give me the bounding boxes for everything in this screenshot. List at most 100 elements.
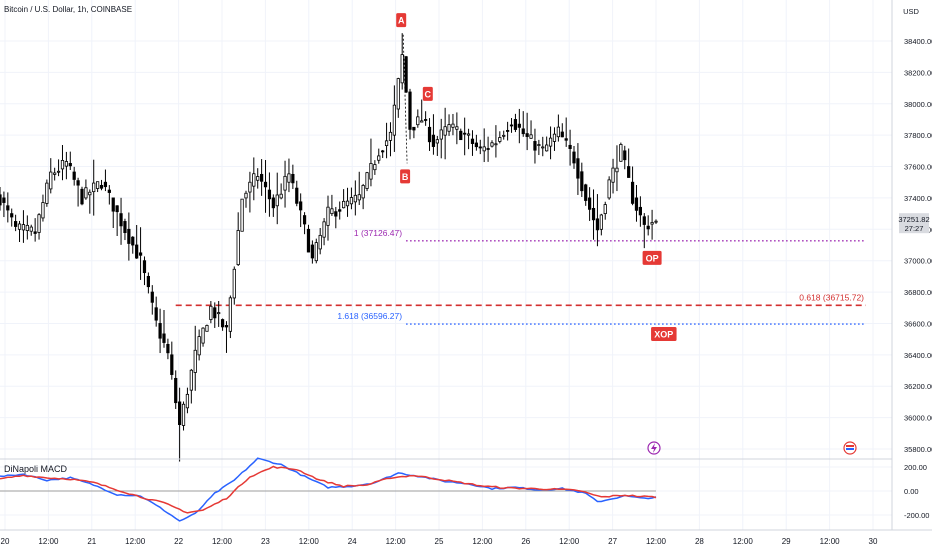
candle-body xyxy=(181,403,186,426)
candle-body xyxy=(552,133,557,142)
candle-body xyxy=(2,197,6,203)
candle-body xyxy=(68,162,72,167)
candle-body xyxy=(205,325,209,332)
candle-body xyxy=(174,377,178,404)
candle-body xyxy=(213,307,217,319)
candle-body xyxy=(25,224,29,231)
candle-body xyxy=(498,137,502,142)
candle-body xyxy=(224,325,229,328)
candle-body xyxy=(29,226,33,232)
candle-body xyxy=(595,218,600,231)
candle-body xyxy=(470,138,475,144)
candle-body xyxy=(80,188,84,205)
candle-body xyxy=(572,151,576,164)
candle-body xyxy=(236,230,240,266)
candle-body xyxy=(252,173,256,187)
currency-label[interactable]: USD xyxy=(903,7,919,16)
candle-body xyxy=(435,139,439,144)
candle-body xyxy=(135,244,139,259)
candle-body xyxy=(14,221,18,227)
candle-body xyxy=(357,194,361,201)
price-axis[interactable] xyxy=(892,0,932,550)
candle-body xyxy=(0,194,2,206)
grid xyxy=(0,0,892,530)
candle-body xyxy=(373,164,377,171)
candle-body xyxy=(342,200,346,209)
candle-body xyxy=(84,187,88,199)
candle-body xyxy=(361,185,365,199)
candle-body xyxy=(603,204,607,215)
x-tick-label: 28 xyxy=(695,537,704,546)
x-tick-label: 21 xyxy=(87,537,96,546)
candle-body xyxy=(193,349,197,373)
candle-body xyxy=(568,144,572,149)
time-axis[interactable] xyxy=(0,530,932,550)
candle-body xyxy=(646,225,650,230)
candle-body xyxy=(630,181,635,204)
candle-body xyxy=(623,150,627,161)
candle-body xyxy=(33,231,37,234)
candle-body xyxy=(310,244,314,259)
candles xyxy=(0,33,658,462)
candle-body xyxy=(388,131,393,141)
y-tick-label: 37400.00 xyxy=(904,194,932,203)
candle-body xyxy=(185,393,190,409)
candle-body xyxy=(627,166,631,178)
candle-body xyxy=(537,144,541,146)
candle-body xyxy=(424,119,428,121)
candle-body xyxy=(502,134,506,137)
candle-body xyxy=(162,333,166,343)
macd-y-tick-label: 0.00 xyxy=(904,487,919,496)
macd-title: DiNapoli MACD xyxy=(4,464,68,474)
candle-body xyxy=(197,336,201,356)
candle-body xyxy=(217,312,221,315)
lightning-icon[interactable] xyxy=(647,441,661,455)
candle-body xyxy=(548,137,553,147)
candle-body xyxy=(381,150,385,153)
pattern-label: C xyxy=(425,89,432,99)
flag-icon[interactable] xyxy=(843,441,857,455)
target-label-box xyxy=(642,250,662,265)
y-tick-label: 35800.00 xyxy=(904,445,932,454)
target-label-box xyxy=(651,327,677,342)
x-tick-label: 12:00 xyxy=(38,537,59,546)
candle-body xyxy=(584,184,588,201)
x-tick-label: 12:00 xyxy=(125,537,146,546)
candle-body xyxy=(396,78,400,110)
candle-body xyxy=(455,126,459,130)
last-price: 37251.82 xyxy=(898,215,929,224)
candle-body xyxy=(107,189,111,193)
x-tick-label: 12:00 xyxy=(559,537,580,546)
chart-title: Bitcoin / U.S. Dollar, 1h, COINBASE xyxy=(4,5,132,14)
candle-body xyxy=(131,236,135,246)
y-tick-label: 36200.00 xyxy=(904,382,932,391)
candle-body xyxy=(271,197,275,209)
candle-body xyxy=(486,148,490,150)
overlay: Bitcoin / U.S. Dollar, 1h, COINBASE xyxy=(4,5,857,455)
candle-body xyxy=(400,54,404,84)
candle-body xyxy=(345,200,350,207)
candle-body xyxy=(529,134,533,139)
candle-body xyxy=(521,128,525,135)
candle-body xyxy=(248,181,252,193)
candle-body xyxy=(146,275,150,288)
x-tick-label: 29 xyxy=(782,537,791,546)
candle-body xyxy=(56,170,61,173)
x-tick-label: 24 xyxy=(348,537,357,546)
candle-body xyxy=(349,197,354,205)
candle-body xyxy=(412,126,416,131)
candle-body xyxy=(166,343,170,354)
pattern-label-box xyxy=(396,13,407,28)
candle-body xyxy=(369,163,373,180)
candle-body xyxy=(599,214,603,230)
x-tick-label: 12:00 xyxy=(820,537,841,546)
y-tick-label: 36800.00 xyxy=(904,288,932,297)
candle-body xyxy=(138,252,143,256)
candle-body xyxy=(463,132,467,135)
x-tick-label: 12:00 xyxy=(646,537,667,546)
candle-body xyxy=(420,120,424,123)
candle-body xyxy=(283,175,287,191)
candle-body xyxy=(76,180,80,186)
target-label: OP xyxy=(646,253,659,263)
